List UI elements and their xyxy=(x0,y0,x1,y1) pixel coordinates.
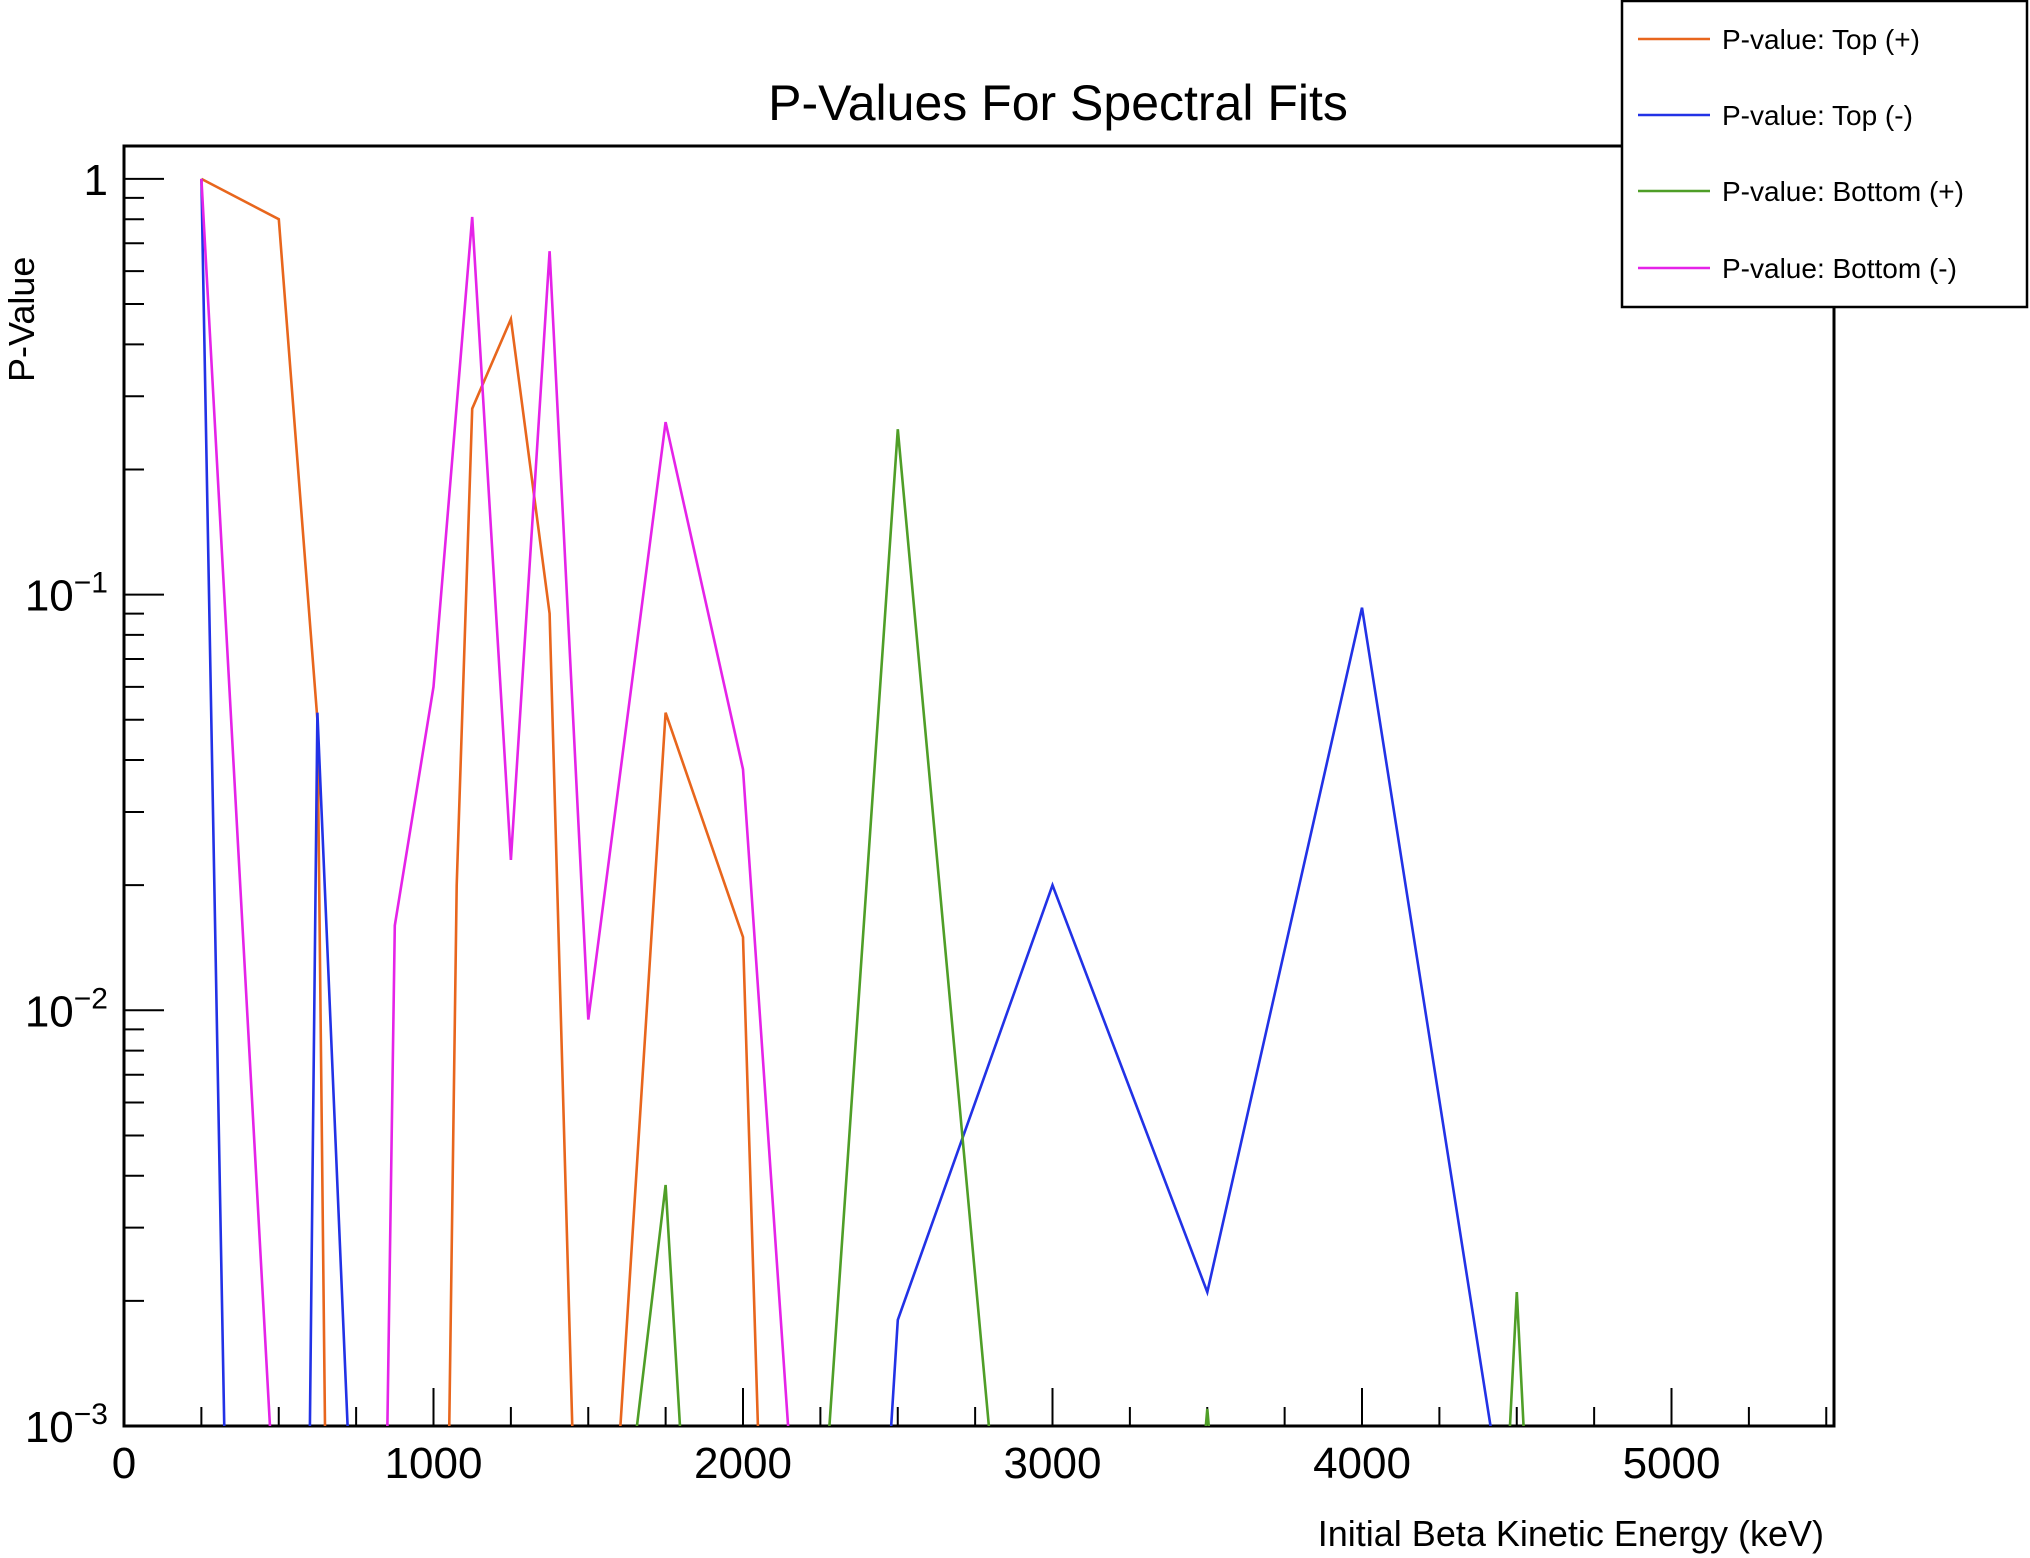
legend-label: P-value: Bottom (-) xyxy=(1722,253,1957,284)
y-tick-label: 10−3 xyxy=(25,1398,108,1452)
legend-label: P-value: Bottom (+) xyxy=(1722,176,1964,207)
legend-box xyxy=(1620,0,2029,309)
x-axis-label: Initial Beta Kinetic Energy (keV) xyxy=(1318,1513,1824,1554)
series-line xyxy=(200,177,760,1426)
plot-frame xyxy=(122,144,1836,1428)
y-tick-label: 1 xyxy=(84,156,108,205)
series-line xyxy=(200,178,790,1426)
tick-labels: 0 1000 2000 3000 4000 5000 1 10−1 10−2 10−3 xyxy=(25,156,1721,1488)
x-tick-label: 5000 xyxy=(1623,1439,1721,1488)
x-tick-label: 4000 xyxy=(1313,1439,1411,1488)
y-tick-label: 10−1 xyxy=(25,567,108,621)
series-line xyxy=(200,178,1492,1426)
series-line xyxy=(635,429,1525,1426)
legend-label: P-value: Top (-) xyxy=(1722,100,1913,131)
legend: P-value: Top (+) P-value: Top (-) P-value:… xyxy=(1620,0,2029,309)
y-tick-label: 10−2 xyxy=(25,982,108,1036)
x-tick-label: 1000 xyxy=(385,1439,483,1488)
x-tick-label: 0 xyxy=(112,1439,136,1488)
x-tick-label: 3000 xyxy=(1004,1439,1102,1488)
x-tick-label: 2000 xyxy=(694,1439,792,1488)
axis-ticks xyxy=(123,177,1828,1427)
series-lines xyxy=(200,177,1525,1426)
chart-title: P-Values For Spectral Fits xyxy=(768,75,1348,131)
y-axis-label: P-Value xyxy=(1,257,42,382)
legend-label: P-value: Top (+) xyxy=(1722,24,1920,55)
